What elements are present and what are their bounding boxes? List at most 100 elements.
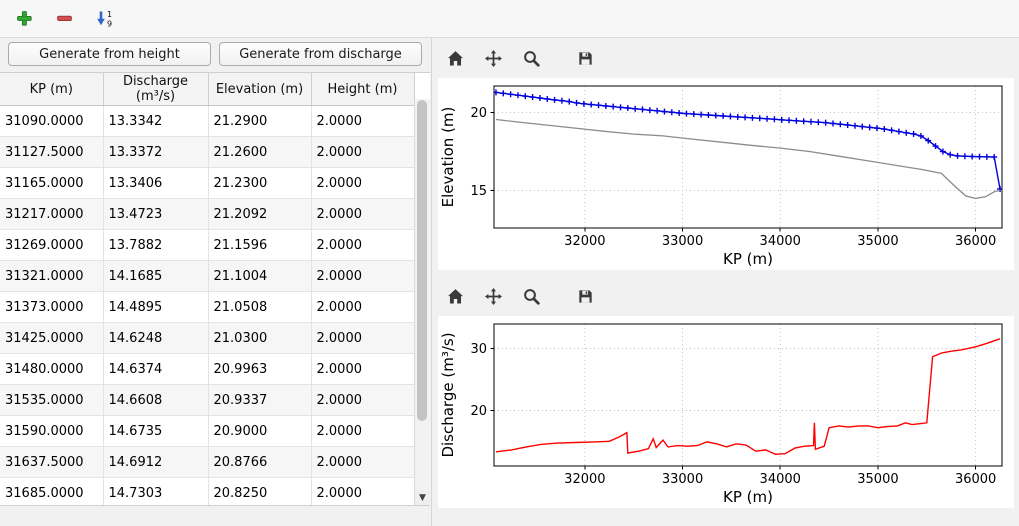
table-cell[interactable]: 14.4895 [103, 291, 209, 323]
zoom-button[interactable] [516, 43, 546, 73]
table-cell[interactable]: 14.6608 [103, 384, 209, 416]
table-cell[interactable]: 13.4723 [103, 198, 209, 230]
table-cell[interactable]: 20.8766 [208, 446, 312, 478]
table-cell[interactable]: 2.0000 [311, 291, 415, 323]
table-cell[interactable]: 31480.0000 [0, 353, 104, 385]
x-tick-label: 36000 [955, 472, 996, 487]
table-cell[interactable]: 31321.0000 [0, 260, 104, 292]
table-row[interactable]: 31480.0000 14.6374 20.9963 2.0000 [0, 353, 415, 385]
table-row[interactable]: 31127.5000 13.3372 21.2600 2.0000 [0, 136, 415, 168]
table-cell[interactable]: 31217.0000 [0, 198, 104, 230]
y-tick-label: 30 [470, 342, 487, 357]
table-cell[interactable]: 20.9000 [208, 415, 312, 447]
table-cell[interactable]: 31165.0000 [0, 167, 104, 199]
table-row[interactable]: 31165.0000 13.3406 21.2300 2.0000 [0, 167, 415, 199]
table-cell[interactable]: 14.6912 [103, 446, 209, 478]
column-header[interactable]: Elevation (m) [208, 73, 312, 106]
column-header[interactable]: KP (m) [0, 73, 104, 106]
table-cell[interactable]: 21.2900 [208, 105, 312, 137]
y-tick-label: 15 [470, 184, 487, 199]
table-row[interactable]: 31685.0000 14.7303 20.8250 2.0000 [0, 477, 415, 505]
discharge-chart-canvas[interactable]: 32000 33000 34000 35000 36000 20 30 KP (m) Disch… [438, 316, 1014, 508]
table-cell[interactable]: 31090.0000 [0, 105, 104, 137]
home-button[interactable] [440, 43, 470, 73]
table-cell[interactable]: 2.0000 [311, 229, 415, 261]
table-row[interactable]: 31535.0000 14.6608 20.9337 2.0000 [0, 384, 415, 416]
pan-button[interactable] [478, 43, 508, 73]
table-cell[interactable]: 31373.0000 [0, 291, 104, 323]
sort-rows-button[interactable]: 1 9 [90, 5, 118, 33]
table-cell[interactable]: 21.1596 [208, 229, 312, 261]
table-cell[interactable]: 2.0000 [311, 136, 415, 168]
scroll-down-button[interactable]: ▼ [415, 490, 430, 505]
table-cell[interactable]: 14.6735 [103, 415, 209, 447]
table-cell[interactable]: 13.7882 [103, 229, 209, 261]
table-row[interactable]: 31321.0000 14.1685 21.1004 2.0000 [0, 260, 415, 292]
column-header[interactable]: Discharge (m³/s) [103, 73, 209, 106]
table-cell[interactable]: 21.0508 [208, 291, 312, 323]
table-cell[interactable]: 31535.0000 [0, 384, 104, 416]
elevation-figure: 32000 33000 34000 35000 36000 15 20 KP (m) Eleva… [438, 78, 1014, 270]
table-cell[interactable]: 2.0000 [311, 477, 415, 505]
table-cell[interactable]: 20.9963 [208, 353, 312, 385]
table-cell[interactable]: 20.9337 [208, 384, 312, 416]
x-tick-label: 33000 [662, 472, 703, 487]
zoom-button[interactable] [516, 281, 546, 311]
home-button[interactable] [440, 281, 470, 311]
table-row[interactable]: 31217.0000 13.4723 21.2092 2.0000 [0, 198, 415, 230]
generate-from-height-button[interactable]: Generate from height [8, 42, 211, 66]
table-cell[interactable]: 31269.0000 [0, 229, 104, 261]
table-scrollbar[interactable]: ▼ [414, 99, 430, 505]
table-cell[interactable]: 2.0000 [311, 446, 415, 478]
add-row-button[interactable] [10, 5, 38, 33]
table-cell[interactable]: 31425.0000 [0, 322, 104, 354]
table-cell[interactable]: 21.2092 [208, 198, 312, 230]
elevation-chart-canvas[interactable]: 32000 33000 34000 35000 36000 15 20 KP (m) Eleva… [438, 78, 1014, 270]
table-cell[interactable]: 20.8250 [208, 477, 312, 505]
elevation-chart-toolbar [440, 40, 600, 76]
y-tick-label: 20 [470, 404, 487, 419]
table-row[interactable]: 31269.0000 13.7882 21.1596 2.0000 [0, 229, 415, 261]
table-cell[interactable]: 31590.0000 [0, 415, 104, 447]
table-cell[interactable]: 2.0000 [311, 353, 415, 385]
table-cell[interactable]: 31127.5000 [0, 136, 104, 168]
scrollbar-thumb[interactable] [417, 100, 427, 421]
x-tick-label: 32000 [564, 234, 605, 249]
save-button[interactable] [570, 43, 600, 73]
discharge-line [495, 338, 1001, 456]
table-cell[interactable]: 2.0000 [311, 167, 415, 199]
table-cell[interactable]: 14.1685 [103, 260, 209, 292]
table-cell[interactable]: 14.7303 [103, 477, 209, 505]
table-cell[interactable]: 31637.5000 [0, 446, 104, 478]
table-cell[interactable]: 2.0000 [311, 198, 415, 230]
table-cell[interactable]: 21.2300 [208, 167, 312, 199]
table-cell[interactable]: 14.6248 [103, 322, 209, 354]
table-cell[interactable]: 14.6374 [103, 353, 209, 385]
table-cell[interactable]: 2.0000 [311, 415, 415, 447]
table-row[interactable]: 31637.5000 14.6912 20.8766 2.0000 [0, 446, 415, 478]
save-floppy-icon [578, 289, 592, 303]
table-cell[interactable]: 2.0000 [311, 322, 415, 354]
main-toolbar: 1 9 [0, 0, 1019, 38]
table-cell[interactable]: 13.3342 [103, 105, 209, 137]
table-cell[interactable]: 2.0000 [311, 260, 415, 292]
table-row[interactable]: 31090.0000 13.3342 21.2900 2.0000 [0, 105, 415, 137]
pan-button[interactable] [478, 281, 508, 311]
table-row[interactable]: 31373.0000 14.4895 21.0508 2.0000 [0, 291, 415, 323]
table-cell[interactable]: 31685.0000 [0, 477, 104, 505]
table-cell[interactable]: 13.3372 [103, 136, 209, 168]
remove-row-button[interactable] [50, 5, 78, 33]
table-row[interactable]: 31590.0000 14.6735 20.9000 2.0000 [0, 415, 415, 447]
table-row[interactable]: 31425.0000 14.6248 21.0300 2.0000 [0, 322, 415, 354]
x-axis-label: KP (m) [723, 250, 773, 268]
x-axis-label: KP (m) [723, 488, 773, 506]
table-cell[interactable]: 21.1004 [208, 260, 312, 292]
table-cell[interactable]: 2.0000 [311, 384, 415, 416]
column-header[interactable]: Height (m) [311, 73, 415, 106]
table-cell[interactable]: 2.0000 [311, 105, 415, 137]
table-cell[interactable]: 21.2600 [208, 136, 312, 168]
generate-from-discharge-button[interactable]: Generate from discharge [219, 42, 422, 66]
table-cell[interactable]: 21.0300 [208, 322, 312, 354]
save-button[interactable] [570, 281, 600, 311]
table-cell[interactable]: 13.3406 [103, 167, 209, 199]
